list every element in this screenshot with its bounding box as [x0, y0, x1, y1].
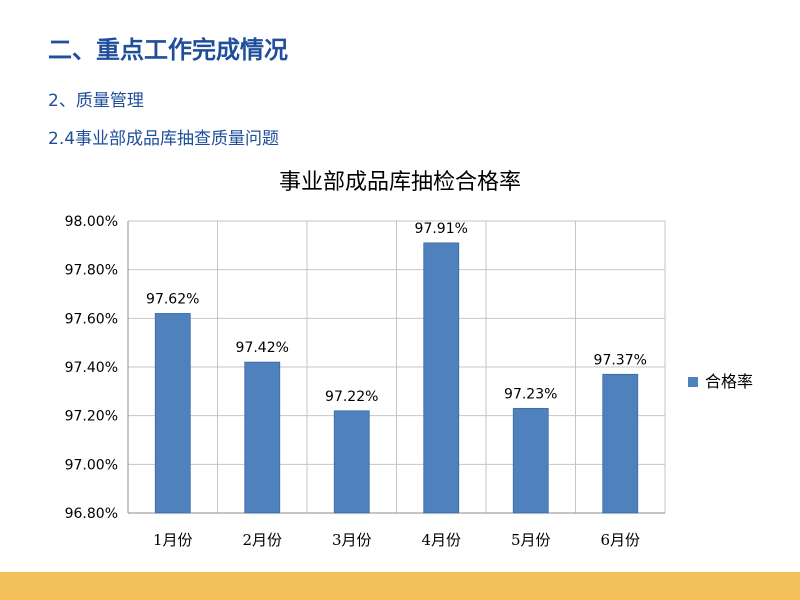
legend-swatch [688, 377, 698, 387]
legend-label: 合格率 [705, 372, 753, 391]
data-label: 97.42% [236, 340, 289, 356]
y-tick-label: 97.60% [65, 311, 118, 327]
bar [154, 313, 191, 514]
y-tick-label: 97.80% [65, 263, 118, 279]
slide-subheading: 2、质量管理 [48, 91, 144, 111]
x-tick-label: 3月份 [332, 531, 372, 549]
data-label: 97.62% [146, 291, 199, 307]
x-tick-label: 2月份 [242, 531, 282, 549]
bar [512, 407, 549, 514]
slide-subsubheading: 2.4事业部成品库抽查质量问题 [48, 129, 280, 149]
x-tick-label: 6月份 [600, 531, 640, 549]
y-tick-label: 97.20% [65, 409, 118, 425]
y-tick-label: 98.00% [65, 214, 118, 230]
x-tick-label: 5月份 [511, 531, 551, 549]
y-tick-label: 97.40% [65, 360, 118, 376]
bar [333, 410, 370, 514]
y-tick-label: 96.80% [65, 506, 118, 522]
y-tick-label: 97.00% [65, 457, 118, 473]
data-label: 97.91% [415, 221, 468, 237]
chart-title: 事业部成品库抽检合格率 [279, 170, 521, 195]
slide-heading: 二、重点工作完成情况 [48, 36, 288, 64]
data-label: 97.23% [504, 386, 557, 402]
data-label: 97.37% [594, 352, 647, 368]
x-tick-label: 1月份 [153, 531, 193, 549]
bar-chart: 事业部成品库抽检合格率 98.00% 97.80% 97.60% 97.40% 97.2… [65, 170, 753, 549]
data-label: 97.22% [325, 389, 378, 405]
bar [423, 242, 460, 514]
bar [602, 373, 639, 514]
bar [244, 361, 281, 514]
x-tick-label: 4月份 [421, 531, 461, 549]
footer-bar [0, 572, 800, 600]
